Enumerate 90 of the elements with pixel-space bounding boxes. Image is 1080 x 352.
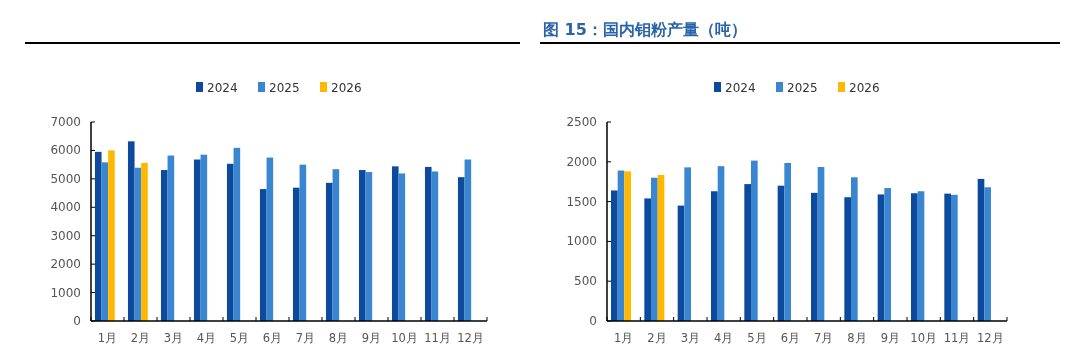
- x-tick-label: 1月: [97, 331, 118, 345]
- legend-label: 2025: [787, 81, 818, 95]
- bar: [651, 177, 658, 321]
- bar: [94, 151, 102, 321]
- legend-label: 2026: [849, 81, 880, 95]
- x-tick-label: 6月: [262, 331, 283, 345]
- x-tick-label: 7月: [295, 331, 316, 345]
- x-tick-label: 7月: [814, 331, 834, 345]
- bar: [292, 187, 300, 321]
- bar: [134, 167, 142, 321]
- y-tick-label: 0: [73, 314, 81, 328]
- bar: [457, 177, 465, 321]
- x-tick-label: 1月: [614, 331, 634, 345]
- y-tick-label: 1500: [566, 194, 597, 209]
- bar: [266, 157, 274, 321]
- y-tick-label: 2500: [566, 115, 597, 129]
- bar: [784, 162, 791, 321]
- bar: [259, 189, 267, 321]
- bar: [877, 194, 885, 321]
- y-tick-label: 3000: [50, 228, 81, 243]
- x-tick-label: 5月: [229, 331, 250, 345]
- bar: [299, 164, 307, 321]
- bar: [751, 160, 758, 321]
- x-tick-label: 12月: [977, 331, 1004, 345]
- bar: [431, 171, 439, 321]
- x-tick-label: 9月: [361, 331, 382, 345]
- y-tick-label: 500: [574, 274, 597, 289]
- bar: [358, 170, 366, 321]
- x-tick-label: 4月: [196, 331, 217, 345]
- bar: [365, 172, 373, 321]
- x-tick-label: 3月: [163, 331, 184, 345]
- bar: [141, 162, 148, 321]
- bar: [684, 167, 691, 321]
- legend-label: 2026: [331, 81, 362, 95]
- x-tick-label: 6月: [780, 331, 800, 345]
- bar: [844, 197, 851, 321]
- bar: [325, 182, 333, 321]
- bar: [644, 198, 651, 321]
- x-tick-label: 4月: [714, 331, 734, 345]
- bar: [624, 171, 631, 321]
- bar: [160, 170, 168, 321]
- bar: [744, 184, 751, 321]
- legend-label: 2024: [725, 81, 756, 95]
- bar: [711, 191, 718, 321]
- legend-label: 2024: [207, 81, 238, 95]
- bar: [951, 194, 958, 321]
- y-tick-label: 1000: [566, 234, 597, 249]
- bar: [332, 169, 340, 321]
- bar: [167, 155, 175, 321]
- x-tick-label: 12月: [457, 331, 484, 345]
- y-tick-label: 2000: [566, 154, 597, 169]
- bar: [464, 159, 472, 321]
- x-tick-label: 10月: [910, 331, 937, 345]
- x-tick-label: 10月: [391, 331, 418, 345]
- bar: [391, 166, 399, 321]
- y-tick-label: 6000: [50, 143, 81, 158]
- y-tick-label: 4000: [50, 200, 81, 215]
- y-tick-label: 7000: [50, 115, 81, 129]
- x-tick-label: 8月: [847, 331, 867, 345]
- x-tick-label: 5月: [747, 331, 767, 345]
- bar: [984, 187, 991, 321]
- bar: [226, 163, 234, 321]
- x-tick-label: 11月: [424, 331, 451, 345]
- bar: [200, 154, 208, 321]
- y-tick-label: 5000: [50, 171, 81, 186]
- bar: [851, 177, 858, 321]
- x-tick-label: 3月: [680, 331, 700, 345]
- x-tick-label: 2月: [647, 331, 667, 345]
- x-tick-label: 8月: [328, 331, 349, 345]
- bar: [108, 150, 115, 321]
- bar: [101, 162, 109, 321]
- legend-label: 2025: [269, 81, 300, 95]
- bar: [398, 173, 406, 321]
- x-tick-label: 9月: [880, 331, 900, 345]
- bar: [811, 192, 818, 321]
- bar: [193, 159, 201, 321]
- bar: [911, 193, 918, 321]
- y-tick-label: 2000: [50, 257, 81, 272]
- chart-title: 图 15：国内钼粉产量（吨）: [543, 20, 747, 39]
- bar: [127, 141, 135, 321]
- bar: [717, 166, 725, 321]
- x-tick-label: 11月: [943, 331, 971, 345]
- y-tick-label: 1000: [50, 285, 81, 300]
- bar: [233, 147, 241, 321]
- bar: [424, 166, 432, 321]
- x-tick-label: 2月: [130, 331, 151, 345]
- bar: [611, 190, 618, 321]
- bar: [884, 188, 891, 321]
- y-tick-label: 0: [589, 314, 597, 328]
- bar: [944, 193, 951, 321]
